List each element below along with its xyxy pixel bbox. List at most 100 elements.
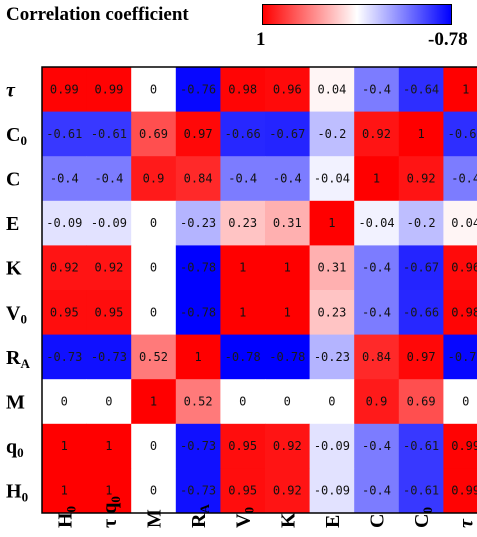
cell-value-label: 0.52: [184, 395, 213, 409]
heatmap-cell: [443, 200, 477, 246]
heatmap-cell: [220, 245, 266, 291]
cell-value-label: -0.23: [180, 216, 216, 230]
cell-value-label: 0.04: [317, 82, 346, 96]
heatmap-cell: [220, 67, 266, 112]
heatmap-cell: [443, 245, 477, 291]
column-label: E: [322, 515, 344, 528]
heatmap-cell: [309, 111, 355, 157]
heatmap-cell: [131, 67, 177, 112]
column-label: H0: [54, 506, 78, 528]
cell-value-label: 0.9: [143, 172, 165, 186]
heatmap-cell: [309, 468, 355, 514]
cell-value-label: 0.95: [228, 484, 257, 498]
heatmap-cell: [265, 334, 310, 380]
row-label: RA: [6, 347, 30, 371]
heatmap-cell: [86, 468, 132, 514]
cell-value-label: -0.67: [403, 261, 439, 275]
heatmap-cell: [309, 423, 355, 469]
heatmap-cell: [42, 423, 87, 469]
heatmap-cell: [265, 379, 310, 425]
colorbar-title: Correlation coefficient: [6, 4, 189, 25]
heatmap-cell: [220, 111, 266, 157]
cell-value-label: 0: [150, 261, 157, 275]
cell-value-label: 0: [105, 395, 112, 409]
cell-value-label: 1: [417, 127, 424, 141]
heatmap-cell: [398, 290, 444, 335]
cell-value-label: -0.4: [362, 82, 391, 96]
cell-value-label: 0.31: [317, 261, 346, 275]
heatmap-cell: [220, 468, 266, 514]
cell-value-label: 0: [150, 216, 157, 230]
heatmap-cell: [354, 156, 400, 202]
cell-value-label: 1: [284, 261, 291, 275]
cell-value-label: -0.09: [314, 439, 350, 453]
heatmap-cell: [354, 111, 400, 157]
heatmap-cell: [443, 156, 477, 202]
cell-value-label: 0.69: [139, 127, 168, 141]
cell-value-label: 0.9: [366, 395, 388, 409]
heatmap-cell: [265, 156, 310, 202]
colorbar-max-label: 1: [256, 29, 266, 50]
heatmap-cell: [131, 245, 177, 291]
cell-value-label: -0.2: [407, 216, 436, 230]
heatmap-cell: [86, 290, 132, 335]
row-label: C: [6, 169, 20, 191]
heatmap-cell: [220, 379, 266, 425]
cell-value-label: 0.92: [273, 484, 302, 498]
heatmap-cell: [42, 379, 87, 425]
row-label: τ: [6, 79, 16, 101]
cell-value-label: 0.92: [50, 261, 79, 275]
column-label: RA: [188, 504, 212, 528]
heatmap-cell: [86, 334, 132, 380]
heatmap-cell: [86, 67, 132, 112]
heatmap-cell: [265, 67, 310, 112]
heatmap-cell: [398, 67, 444, 112]
cell-value-label: 0.96: [451, 261, 477, 275]
cell-value-label: -0.4: [362, 484, 391, 498]
row-label: C0: [6, 124, 27, 148]
heatmap-cell: [86, 156, 132, 202]
cell-value-label: -0.64: [448, 127, 477, 141]
column-label: K: [277, 512, 299, 528]
heatmap-cell: [42, 245, 87, 291]
cell-value-label: 0: [150, 439, 157, 453]
cell-value-label: -0.04: [358, 216, 394, 230]
cell-value-label: 0: [150, 484, 157, 498]
cell-value-label: 1: [150, 395, 157, 409]
cell-value-label: 0.95: [50, 305, 79, 319]
cell-value-label: 0.98: [451, 305, 477, 319]
column-label: τ q0: [99, 496, 123, 528]
cell-value-label: -0.78: [225, 350, 261, 364]
heatmap-cell: [86, 111, 132, 157]
heatmap-cell: [398, 468, 444, 514]
heatmap-cell: [175, 468, 221, 514]
heatmap-cell: [398, 156, 444, 202]
heatmap-cell: [175, 156, 221, 202]
cell-value-label: 0: [239, 395, 246, 409]
cell-value-label: 0: [150, 82, 157, 96]
heatmap-cell: [443, 423, 477, 469]
cell-value-label: -0.78: [180, 261, 216, 275]
heatmap-cell: [398, 200, 444, 246]
cell-value-label: -0.2: [317, 127, 346, 141]
column-label: C: [367, 514, 389, 528]
cell-value-label: 1: [105, 484, 112, 498]
heatmap-cell: [354, 379, 400, 425]
heatmap-cell: [131, 156, 177, 202]
heatmap-cell: [265, 245, 310, 291]
heatmap-cell: [398, 334, 444, 380]
cell-value-label: -0.61: [91, 127, 127, 141]
cell-value-label: -0.61: [46, 127, 82, 141]
cell-value-label: -0.61: [403, 439, 439, 453]
row-label: K: [6, 258, 22, 280]
cell-value-label: -0.23: [314, 350, 350, 364]
cell-value-label: 0.96: [273, 82, 302, 96]
cell-value-label: 0: [61, 395, 68, 409]
heatmap-cell: [220, 334, 266, 380]
cell-value-label: 0.97: [184, 127, 213, 141]
cell-value-label: -0.73: [180, 484, 216, 498]
heatmap-cell: [354, 67, 400, 112]
heatmap-cell: [131, 379, 177, 425]
cell-value-label: 0.95: [228, 439, 257, 453]
